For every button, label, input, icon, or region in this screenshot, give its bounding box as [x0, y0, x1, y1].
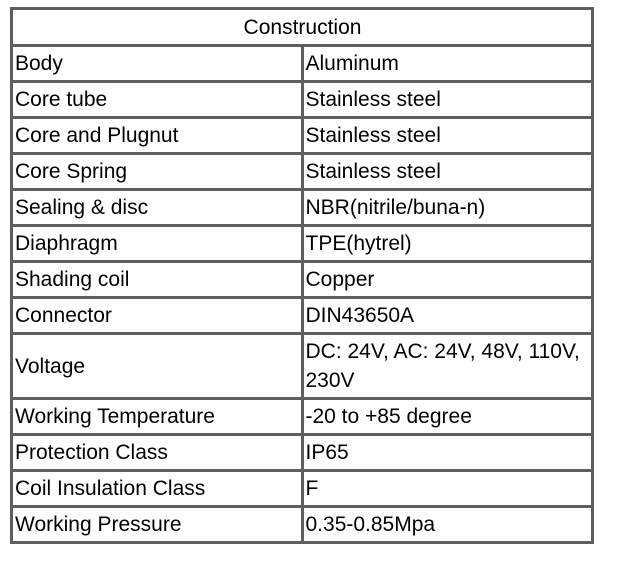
spec-value: IP65: [300, 433, 594, 472]
table-row: Voltage DC: 24V, AC: 24V, 48V, 110V, 230V: [10, 332, 594, 400]
spec-value-text: Aluminum: [305, 52, 399, 75]
spec-value: Stainless steel: [300, 80, 594, 119]
spec-value-text: Copper: [305, 268, 375, 291]
table-row: Coil Insulation Class F: [10, 469, 594, 508]
spec-value-text: NBR(nitrile/buna-n): [305, 196, 486, 219]
construction-spec-table: Construction Body Aluminum Core tube Stainl…: [10, 7, 594, 544]
spec-label: Coil Insulation Class: [10, 469, 304, 508]
table-body: Body Aluminum Core tube Stainless steel Core…: [10, 44, 594, 544]
table-row: Working Pressure 0.35-0.85Mpa: [10, 505, 594, 544]
table-row: Sealing & disc NBR(nitrile/buna-n): [10, 188, 594, 227]
spec-value: NBR(nitrile/buna-n): [300, 188, 594, 227]
table-row: Diaphragm TPE(hytrel): [10, 224, 594, 263]
spec-value: 0.35-0.85Mpa: [300, 505, 594, 544]
table-row: Shading coil Copper: [10, 260, 594, 299]
spec-label: Core Spring: [10, 152, 304, 191]
spec-value-text: Stainless steel: [305, 124, 441, 147]
spec-value: DIN43650A: [300, 296, 594, 335]
table-header-row: Construction: [10, 7, 594, 47]
spec-label: Diaphragm: [10, 224, 304, 263]
table-row: Core Spring Stainless steel: [10, 152, 594, 191]
spec-label: Core and Plugnut: [10, 116, 304, 155]
spec-value: TPE(hytrel): [300, 224, 594, 263]
table-row: Core tube Stainless steel: [10, 80, 594, 119]
table-row: Working Temperature -20 to +85 degree: [10, 397, 594, 436]
table-row: Body Aluminum: [10, 44, 594, 83]
spec-label: Sealing & disc: [10, 188, 304, 227]
spec-label: Working Temperature: [10, 397, 304, 436]
spec-value-text: TPE(hytrel): [305, 232, 412, 255]
spec-label: Protection Class: [10, 433, 304, 472]
spec-label: Working Pressure: [10, 505, 304, 544]
spec-label: Voltage: [10, 332, 304, 400]
spec-value: Aluminum: [300, 44, 594, 83]
spec-label: Connector: [10, 296, 304, 335]
spec-label: Core tube: [10, 80, 304, 119]
table-row: Protection Class IP65: [10, 433, 594, 472]
spec-value: F: [300, 469, 594, 508]
spec-value-text: Stainless steel: [305, 88, 441, 111]
spec-value: Copper: [300, 260, 594, 299]
spec-label: Shading coil: [10, 260, 304, 299]
spec-value: -20 to +85 degree: [300, 397, 594, 436]
table-title: Construction: [10, 7, 594, 47]
spec-value: DC: 24V, AC: 24V, 48V, 110V, 230V: [300, 332, 594, 400]
spec-value-text: 0.35-0.85Mpa: [305, 513, 436, 536]
spec-value-text: DC: 24V, AC: 24V, 48V, 110V, 230V: [305, 340, 580, 392]
table-row: Core and Plugnut Stainless steel: [10, 116, 594, 155]
spec-value-text: -20 to +85 degree: [305, 405, 472, 428]
spec-value-text: DIN43650A: [305, 304, 415, 327]
spec-value-text: IP65: [305, 441, 349, 464]
table-row: Connector DIN43650A: [10, 296, 594, 335]
spec-value-text: F: [305, 477, 319, 500]
spec-label: Body: [10, 44, 304, 83]
spec-value-text: Stainless steel: [305, 160, 441, 183]
spec-value: Stainless steel: [300, 152, 594, 191]
spec-value: Stainless steel: [300, 116, 594, 155]
